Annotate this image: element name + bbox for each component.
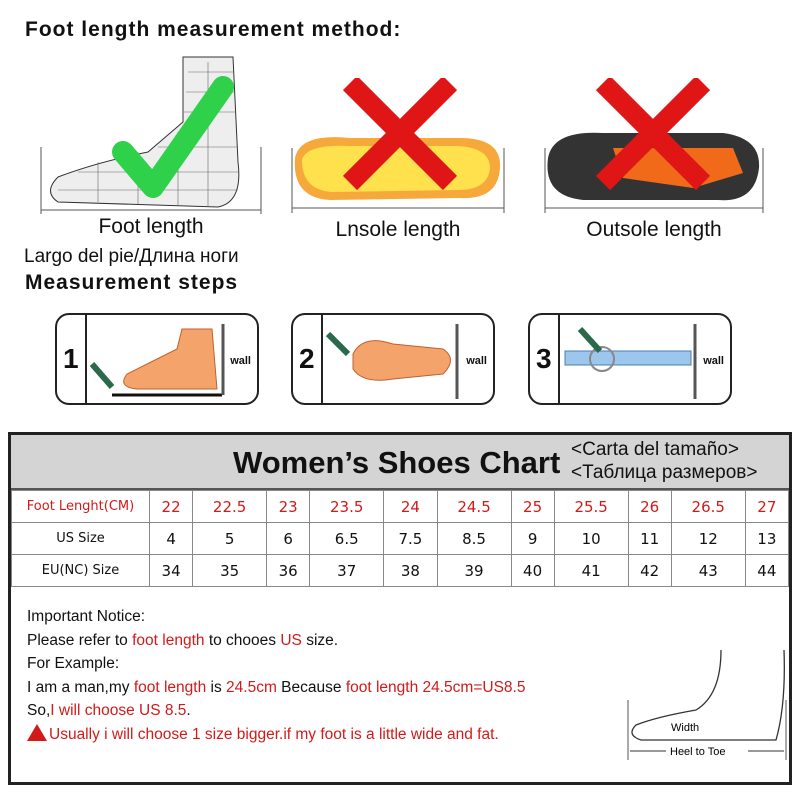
table-row: US Size 4 5 6 6.5 7.5 8.5 9 10 11 12 13: [11, 522, 790, 555]
wall-label: wall: [703, 355, 724, 367]
notice-line-1: Please refer to foot length to chooes US…: [27, 631, 339, 649]
table-cell: 13: [744, 522, 790, 555]
table-cell: 22.5: [192, 490, 268, 523]
table-cell: 42: [627, 554, 672, 587]
table-cell: 26: [627, 490, 672, 523]
important-notice: Important Notice: Please refer to foot l…: [27, 605, 525, 746]
method-label-insole: Lnsole length: [335, 218, 461, 241]
step-number: 3: [536, 343, 552, 374]
notice-heading: Important Notice:: [27, 608, 146, 625]
step-3: 3 wall: [528, 313, 732, 405]
method-label-foot: Foot length: [98, 215, 204, 238]
table-cell: 35: [192, 554, 268, 587]
step-number: 2: [299, 343, 315, 374]
subtitle-ru: <Таблица размеров>: [571, 462, 758, 483]
chart-header: Women’s Shoes Chart <Carta del tamaño> <…: [11, 435, 789, 490]
table-cell: 6.5: [309, 522, 385, 555]
table-cell: 11: [627, 522, 672, 555]
cross-icon: [342, 78, 458, 191]
foot-wireframe-image: [40, 56, 262, 214]
table-cell: 24: [383, 490, 438, 523]
table-cell: 25: [510, 490, 555, 523]
table-cell: 5: [192, 522, 268, 555]
ruler-icon: [564, 324, 697, 399]
table-cell: 12: [670, 522, 746, 555]
width-label: Width: [671, 722, 699, 734]
table-cell: 25.5: [553, 490, 629, 523]
notice-example: For Example:: [27, 655, 120, 672]
table-row: Foot Lenght(CM) 22 22.5 23 23.5 24 24.5 25 25.5 2…: [11, 490, 790, 523]
table-cell: 7.5: [383, 522, 438, 555]
method-label-outsole: Outsole length: [586, 218, 722, 241]
table-cell: 36: [266, 554, 311, 587]
table-cell: 44: [744, 554, 790, 587]
wall-label: wall: [230, 355, 251, 367]
table-cell: 39: [436, 554, 512, 587]
notice-line-2: I am a man,my foot length is 24.5cm Beca…: [27, 678, 526, 696]
size-chart: Women’s Shoes Chart <Carta del tamaño> <…: [8, 432, 792, 785]
table-cell: 10: [553, 522, 629, 555]
chart-title: Women’s Shoes Chart: [233, 445, 561, 480]
table-cell: 23: [266, 490, 311, 523]
step-1: 1 wall: [55, 313, 259, 405]
table-cell: 24.5: [436, 490, 512, 523]
insole-image: [291, 78, 505, 213]
table-cell: 4: [148, 522, 194, 555]
check-icon: [112, 76, 234, 198]
table-cell: 9: [510, 522, 555, 555]
notice-warning: Usually i will choose 1 size bigger.if m…: [27, 723, 525, 747]
table-cell: 34: [148, 554, 194, 587]
row-header: Foot Lenght(CM): [11, 490, 150, 523]
step-2: 2 wall: [291, 313, 495, 405]
table-cell: 38: [383, 554, 438, 587]
foot-diagram: Width Heel to Toe: [627, 649, 787, 760]
heel-to-toe-label: Heel to Toe: [670, 746, 725, 758]
warning-icon: [27, 723, 47, 741]
table-row: EU(NC) Size 34 35 36 37 38 39 40 41 42 43 44: [11, 554, 790, 587]
table-cell: 41: [553, 554, 629, 587]
foot-length-translation: Largo del pie/Длина ноги: [24, 246, 239, 267]
cross-icon: [595, 78, 711, 191]
outsole-image: [544, 78, 764, 213]
table-cell: 37: [309, 554, 385, 587]
table-cell: 27: [744, 490, 790, 523]
wall-label: wall: [466, 355, 487, 367]
table-cell: 22: [148, 490, 194, 523]
subtitle-es: <Carta del tamaño>: [571, 439, 739, 460]
steps-title: Measurement steps: [25, 271, 239, 294]
page-title: Foot length measurement method:: [25, 18, 402, 41]
table-cell: 23.5: [309, 490, 385, 523]
table-cell: 43: [670, 554, 746, 587]
notice-line-3: So,I will choose US 8.5.: [27, 702, 191, 719]
row-header: US Size: [11, 522, 150, 555]
table-cell: 8.5: [436, 522, 512, 555]
step-number: 1: [63, 343, 79, 374]
table-cell: 40: [510, 554, 555, 587]
row-header: EU(NC) Size: [11, 554, 150, 587]
size-table: Foot Lenght(CM) 22 22.5 23 23.5 24 24.5 25 25.5 2…: [11, 490, 790, 587]
table-cell: 26.5: [670, 490, 746, 523]
table-cell: 6: [266, 522, 311, 555]
